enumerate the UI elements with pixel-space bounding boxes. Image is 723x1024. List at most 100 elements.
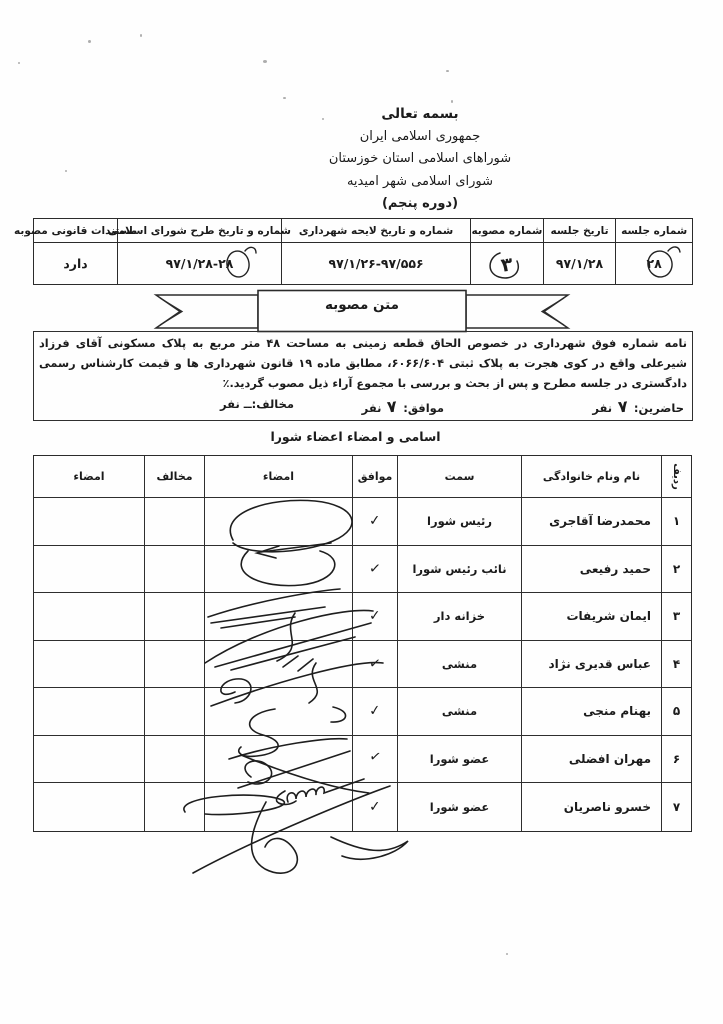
letterhead-line-country: جمهوری اسلامی ایران [359,128,481,144]
agree-checkmark: ✓ [352,640,397,688]
agree-checkmark: ✓ [352,545,397,593]
member-row-number: ۲ [661,545,691,593]
meta-col-session-date: تاریخ جلسه ۹۷/۱/۲۸ [542,219,616,284]
signature2-cell [34,546,144,593]
col-header-row-number: ردیف [661,456,691,498]
meta-value-cell: ۹۷/۱/۲۸ [555,256,604,271]
agree-checkmark: ✓ [352,593,397,641]
against-cell [144,593,204,641]
col-header-signature: امضاء [204,456,352,498]
member-role-cell: عضو شورا [397,783,521,831]
scan-speck [88,40,91,43]
agree-checkmark: ✓ [352,783,397,831]
agree-count: موافق: ۷ نفر [361,396,444,417]
attendance-line: حاضرین: ۷ نفر موافق: ۷ نفر مخالف:ــ نفر [34,397,692,419]
meta-header-cell: تاریخ جلسه [543,219,616,243]
members-table-title: اسامی و امضاء اعضاء شورا [270,429,441,444]
against-cell [144,498,204,546]
meta-value-cell: ۲۸ [646,256,662,271]
member-name-cell: عباس قدیری نژاد [521,640,661,688]
signature-cell [204,640,352,688]
meta-value-cell: ۹۷/۱/۲۸-۲۸ [165,256,234,271]
scan-speck [283,97,286,99]
col-header-full-name: نام ونام خانوادگی [521,456,661,498]
signature-cell [204,498,352,546]
handwritten-resolution-number: ۳ [499,252,515,277]
meta-header-cell: شماره و تاریخ طرح شورای اسلامی [108,219,291,243]
col-header-against: مخالف [144,456,204,498]
resolution-banner-title: متن مصوبه [324,297,400,313]
member-name-cell: ایمان شریفات [521,593,661,641]
signature-cell [204,735,352,783]
meta-value-cell: ۳ [471,243,543,284]
signature2-cell [34,783,144,831]
meta-header-cell: شماره مصوبه [471,219,543,243]
signature2-cell [34,498,144,546]
letterhead-line-province: شوراهای اسلامی استان خوزستان [328,151,512,166]
meta-value-cell: ۹۷/۱/۲۶-۹۷/۵۵۶ [328,256,424,271]
scan-speck [446,70,449,72]
bismillah-line: بسمه تعالی [381,106,459,122]
resolution-body-text: نامه شماره فوق شهرداری در خصوص الحاق قطع… [39,337,687,390]
handwritten-present-number: ۷ [617,396,629,417]
scan-speck [506,953,508,955]
letterhead-line-city: شورای اسلامی شهر امیدیه [346,173,494,189]
scan-speck [65,170,67,172]
meta-col-legal-docs: مستندات قانونی مصوبه دارد [14,219,137,284]
against-cell [144,735,204,783]
signature2-cell [34,736,144,783]
signature-cell [204,593,352,641]
member-name-cell: حمید رفیعی [521,545,661,593]
meta-header-cell: مستندات قانونی مصوبه [14,219,137,243]
agree-checkmark: ✓ [352,498,397,546]
member-name-cell: محمدرضا آقاجری [521,498,661,546]
signature2-cell [34,641,144,688]
agree-checkmark: ✓ [352,688,397,736]
meta-header-cell: شماره جلسه [616,219,692,243]
against-count: مخالف:ــ نفر [220,397,294,411]
member-row-number: ۶ [661,735,691,783]
meta-col-resolution-no: شماره مصوبه ۳ [470,219,543,284]
against-cell [144,783,204,831]
letterhead-line-term: (دوره پنجم) [381,196,459,211]
member-row-number: ۵ [661,688,691,736]
agree-checkmark: ✓ [352,735,397,783]
col-header-agree: موافق [352,456,397,498]
meta-col-session-no: شماره جلسه ۲۸ [615,219,692,284]
meta-table: شماره جلسه ۲۸ تاریخ جلسه ۹۷/۱/۲۸ شماره م… [14,218,693,285]
meta-header-cell: شماره و تاریخ لایحه شهرداری [282,219,471,243]
member-role-cell: منشی [397,640,521,688]
signature-cell [204,688,352,736]
member-row-number: ۱ [661,498,691,546]
member-name-cell: بهنام منجی [521,688,661,736]
member-role-cell: منشی [397,688,521,736]
signature2-cell [34,593,144,641]
scan-speck [18,62,20,64]
resolution-banner-ribbon [153,289,571,333]
against-cell [144,640,204,688]
member-row-number: ۷ [661,783,691,831]
col-header-signature2: امضاء [34,456,144,498]
against-cell [144,688,204,736]
member-name-cell: مهران افضلی [521,735,661,783]
signature2-cell [34,688,144,736]
handwritten-agree-number: ۷ [386,396,399,417]
resolution-box: نامه شماره فوق شهرداری در خصوص الحاق قطع… [33,331,693,421]
letterhead: بسمه تعالی جمهوری اسلامی ایران شوراهای ا… [210,103,630,216]
member-role-cell: رئیس شورا [397,498,521,546]
members-table: ردیف نام ونام خانوادگی سمت موافق امضاء م… [33,455,692,832]
member-role-cell: نائب رئیس شورا [397,545,521,593]
against-cell [144,545,204,593]
member-role-cell: عضو شورا [397,735,521,783]
member-row-number: ۳ [661,593,691,641]
meta-value-cell: دارد [63,256,88,271]
scan-speck [322,118,324,120]
scan-speck [263,60,267,63]
meta-col-council-plan: شماره و تاریخ طرح شورای اسلامی ۹۷/۱/۲۸-۲… [108,219,291,284]
signature-cell [204,783,352,831]
present-count: حاضرین: ۷ نفر [592,396,684,417]
member-role-cell: خزانه دار [397,593,521,641]
col-header-position: سمت [397,456,521,498]
member-row-number: ۴ [661,640,691,688]
